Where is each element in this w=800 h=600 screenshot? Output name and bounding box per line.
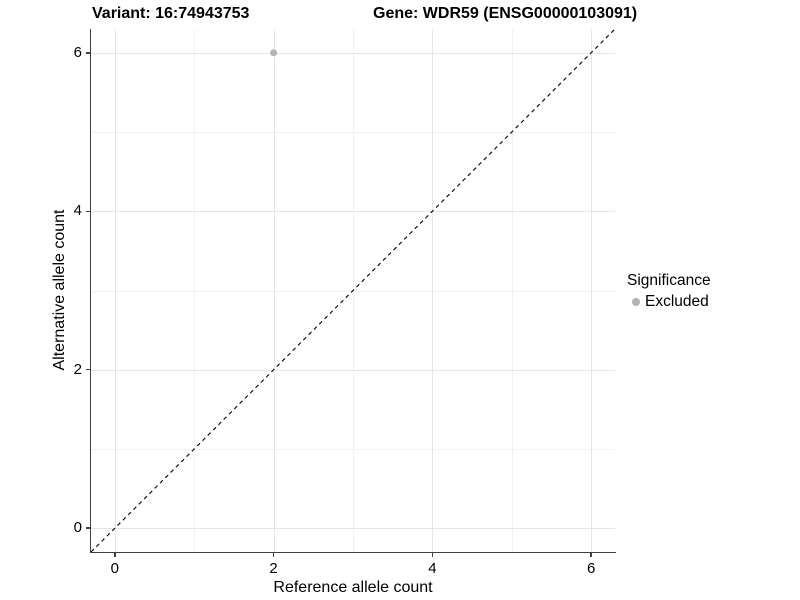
y-tick-label: 2 [73, 360, 82, 378]
plot-canvas [90, 28, 616, 553]
plot-panel: 0 2 4 6 0 2 4 6 [74, 28, 616, 577]
gridline-major-vertical [591, 29, 593, 552]
excluded-marker-icon [632, 298, 640, 306]
x-axis-tick [590, 552, 592, 557]
y-axis-tick [86, 52, 91, 54]
gridline-minor-horizontal [91, 448, 615, 450]
x-tick-label: 6 [587, 560, 596, 577]
legend-entry-excluded: Excluded [627, 293, 711, 311]
legend: Significance Excluded [627, 271, 711, 311]
gene-title: Gene: WDR59 (ENSG00000103091) [373, 5, 638, 22]
y-axis-title: Alternative allele count [51, 209, 68, 371]
y-tick-label: 0 [73, 519, 82, 537]
data-point [270, 49, 278, 57]
x-tick-label: 0 [110, 560, 119, 577]
gridline-minor-horizontal [91, 132, 615, 133]
identity-line [90, 28, 616, 553]
gridline-major-vertical [114, 29, 116, 552]
gridline-major-vertical [432, 29, 434, 552]
y-tick-label: 6 [73, 43, 82, 61]
x-axis-tick [431, 552, 434, 557]
gridline-major-horizontal [91, 52, 615, 54]
gridline-major-vertical [273, 29, 275, 552]
x-tick-label: 2 [269, 560, 278, 577]
y-axis-tick [86, 210, 91, 212]
x-axis-line [89, 551, 616, 553]
legend-title: Significance [627, 272, 711, 289]
y-axis-tick [86, 527, 91, 529]
gridline-major-horizontal [91, 211, 615, 213]
y-tick-label: 4 [73, 202, 82, 220]
y-axis-tick [86, 368, 91, 371]
x-axis-title: Reference allele count [273, 579, 433, 596]
variant-title: Variant: 16:74943753 [92, 5, 250, 22]
y-axis-line [89, 29, 91, 553]
x-tick-label: 4 [428, 560, 437, 577]
x-axis-tick [272, 552, 275, 557]
gridline-major-horizontal [91, 528, 615, 530]
legend-entry-label: Excluded [645, 293, 709, 310]
gridline-major-horizontal [91, 369, 615, 371]
x-axis-tick [114, 552, 116, 557]
